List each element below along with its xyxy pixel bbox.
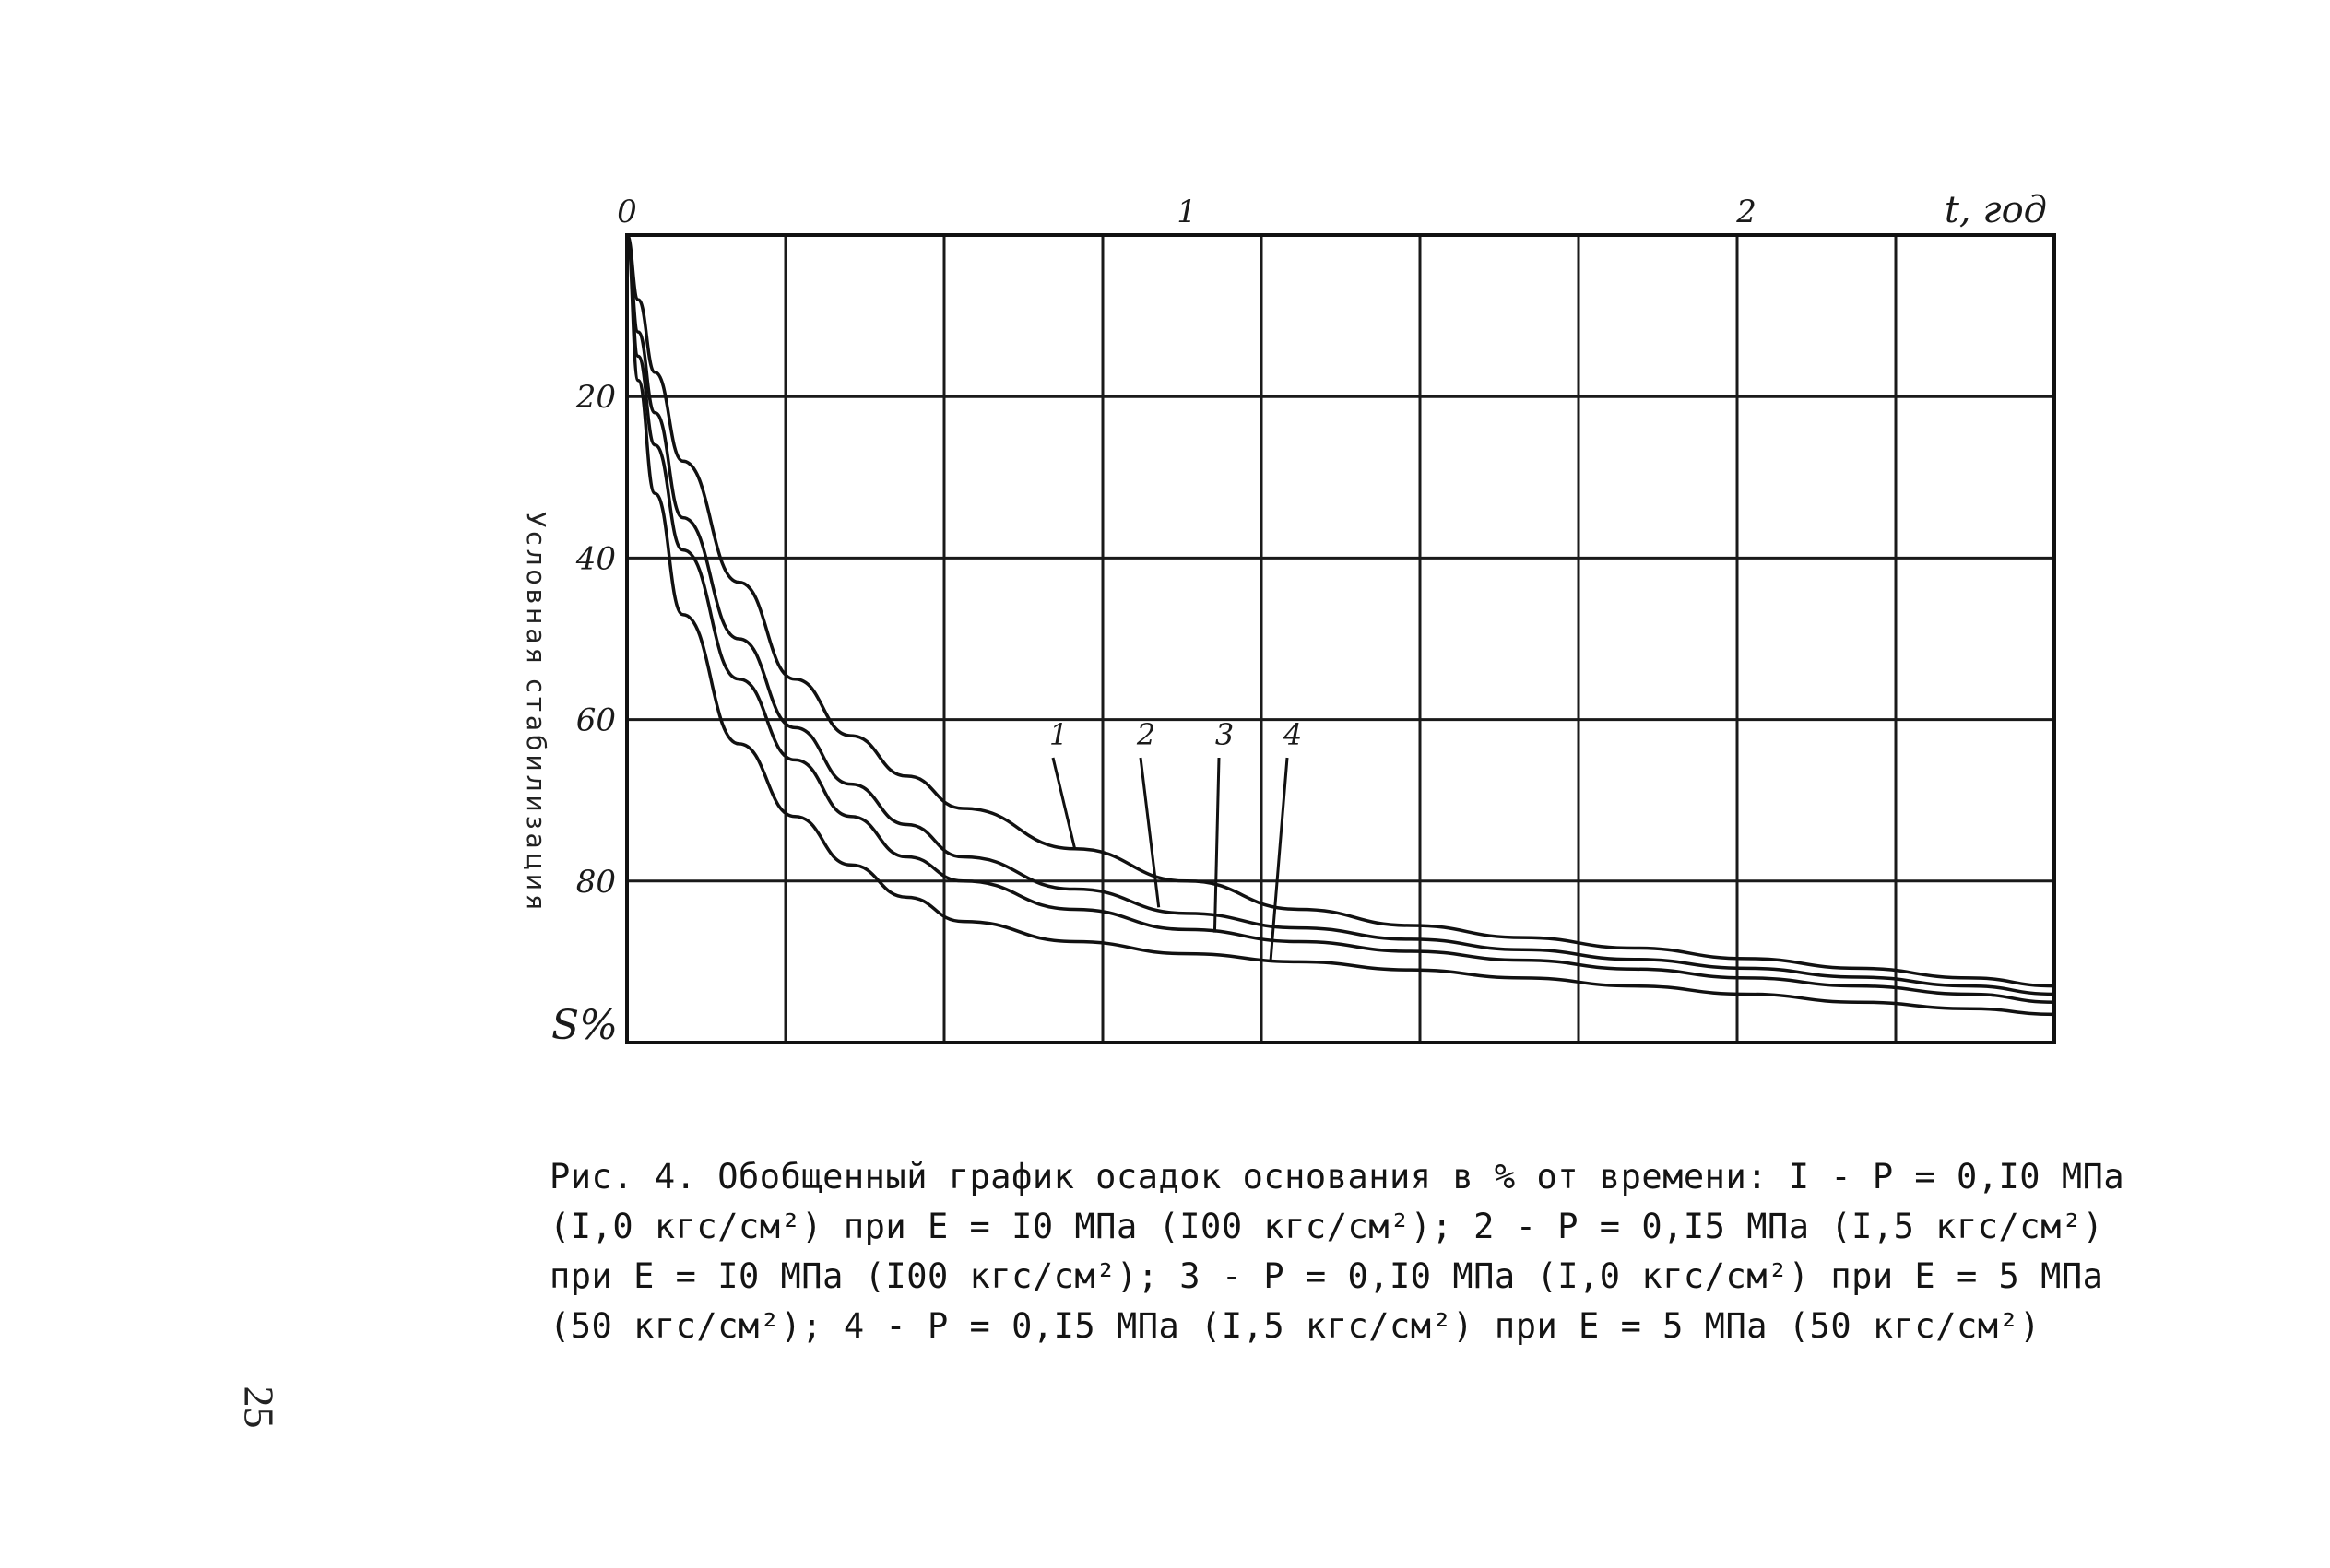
curve-number-label: 4 [1283, 717, 1302, 752]
x-axis-label: t, год [1945, 189, 2047, 231]
caption-line: Рис. 4. Обобщенный график осадок основан… [550, 1157, 2125, 1197]
curve-leader-line [1051, 757, 1077, 850]
chart-series [625, 233, 2055, 1017]
y-tick-label: 20 [575, 379, 616, 416]
figure-caption: Рис. 4. Обобщенный график осадок основан… [550, 1152, 2125, 1351]
page-number: 25 [235, 1385, 283, 1429]
y-axis-label: Условная стабилизация [521, 512, 551, 914]
plot-frame [625, 233, 2056, 1044]
y-tick-label: 80 [576, 864, 616, 901]
curve-number-label: 1 [1049, 717, 1068, 752]
chart-axes [625, 233, 2056, 1044]
series-line-1 [625, 233, 2055, 988]
series-line-4 [625, 233, 2055, 1017]
curve-number-label: 2 [1136, 717, 1155, 752]
curve-number-label: 3 [1215, 717, 1234, 752]
caption-line: (I,0 кгс/см²) при E = I0 МПа (I00 кгс/см… [550, 1207, 2104, 1246]
curve-leader-line [1269, 757, 1289, 961]
curve-leader-line [1212, 757, 1221, 933]
x-tick-label: 0 [617, 194, 637, 230]
caption-line: при E = I0 МПа (I00 кгс/см²); 3 - P = 0,… [550, 1256, 2104, 1296]
y-tick-label: 60 [576, 702, 616, 739]
y-unit-label: S% [551, 1002, 618, 1049]
series-line-3 [625, 233, 2055, 1004]
y-tick-label: 40 [575, 540, 616, 577]
chart-grid [627, 235, 2054, 1043]
x-tick-label: 1 [1177, 194, 1197, 230]
curve-leader-line [1139, 757, 1161, 908]
x-tick-label: 2 [1735, 194, 1756, 230]
series-line-2 [625, 233, 2055, 996]
chart-labels: 0 1 2 t, год 20 40 60 80 S% Условная стабилизация… [521, 189, 2047, 1049]
caption-line: (50 кгс/см²); 4 - P = 0,I5 МПа (I,5 кгс/… [550, 1306, 2041, 1346]
